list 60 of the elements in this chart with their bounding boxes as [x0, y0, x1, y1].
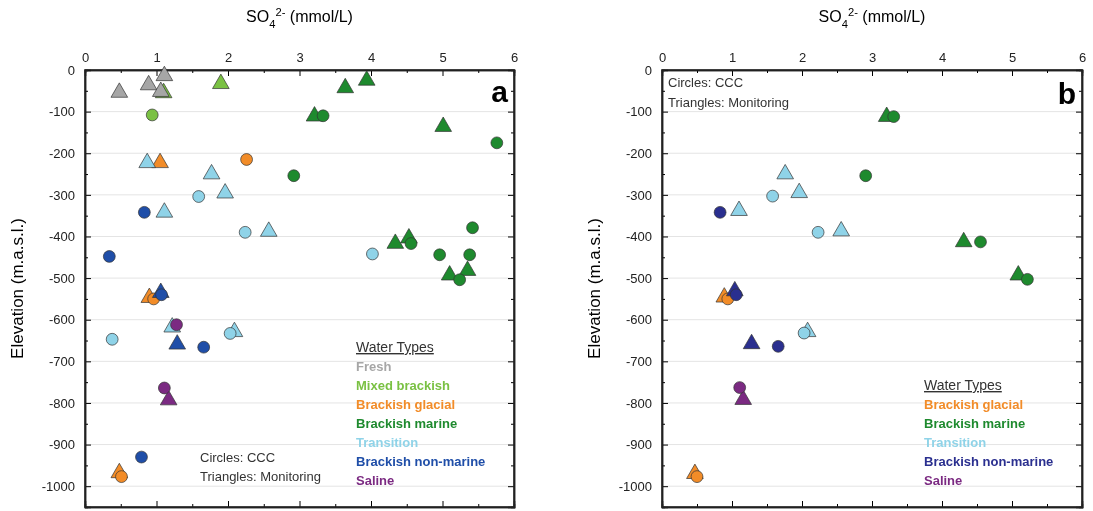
x-tick-label: 6 — [1078, 50, 1087, 65]
text: Saline — [356, 473, 395, 488]
y-tick-label: -400 — [625, 229, 652, 245]
y-tick-label: -800 — [48, 395, 75, 411]
y-tick-label: -300 — [48, 187, 75, 203]
y-tick-label: -500 — [48, 270, 75, 286]
x-tick-label: 1 — [728, 50, 737, 65]
text: Transition — [356, 435, 419, 450]
y-tick-label: -800 — [625, 395, 652, 411]
annotation: a — [491, 75, 509, 108]
x-tick-label: 4 — [367, 50, 376, 65]
x-tick-label: 3 — [868, 50, 877, 65]
x-tick-label: 2 — [798, 50, 807, 65]
x-axis-title: SO$_{4}$$^{2-}$ (mmol/L) — [818, 6, 926, 30]
y-tick-label: -400 — [48, 229, 75, 245]
x-axis-title: SO$_{4}$$^{2-}$ (mmol/L) — [246, 6, 353, 30]
y-tick-label: -300 — [625, 187, 652, 203]
text: Saline — [924, 473, 963, 488]
y-tick-label: -600 — [48, 312, 75, 328]
text: Brackish non-marine — [924, 454, 1054, 469]
y-tick-label: -900 — [625, 437, 652, 453]
text: Brackish marine — [356, 416, 458, 431]
x-tick-label: 5 — [439, 50, 447, 65]
x-tick-label: 2 — [224, 50, 233, 65]
y-tick-label: 0 — [67, 62, 75, 78]
y-tick-label: -600 — [625, 312, 652, 328]
y-tick-label: -500 — [625, 270, 652, 286]
y-tick-label: -700 — [625, 353, 652, 369]
x-tick-label: 1 — [153, 50, 161, 65]
annotation: Triangles: Monitoring — [200, 469, 321, 484]
y-tick-label: -1000 — [618, 478, 652, 494]
x-tick-label: 3 — [296, 50, 304, 65]
y-tick-label: -200 — [48, 145, 75, 161]
x-tick-label: 4 — [938, 50, 947, 65]
y-tick-label: -1000 — [41, 478, 75, 494]
y-tick-label: -100 — [625, 104, 652, 120]
x-tick-label: 6 — [510, 50, 519, 65]
y-tick-label: -900 — [48, 437, 75, 453]
x-tick-label: 0 — [81, 50, 90, 65]
y-axis-title: Elevation (m.a.s.l.) — [8, 218, 27, 359]
legend-title: Water Types — [356, 339, 434, 355]
x-tick-label: 0 — [658, 50, 667, 65]
y-tick-label: -700 — [48, 353, 75, 369]
text: Brackish glacial — [356, 397, 455, 412]
text: Mixed brackish — [356, 378, 450, 393]
x-tick-label: 5 — [1008, 50, 1017, 65]
y-tick-label: -100 — [48, 104, 75, 120]
text: Brackish marine — [924, 416, 1026, 431]
annotation: b — [1057, 77, 1076, 110]
text: Brackish non-marine — [356, 454, 486, 469]
y-tick-label: -200 — [625, 145, 652, 161]
annotation: Circles: CCC — [200, 450, 276, 465]
y-tick-label: 0 — [644, 62, 652, 78]
text: Brackish glacial — [924, 397, 1023, 412]
text: Fresh — [356, 359, 392, 374]
text: Transition — [924, 435, 987, 450]
annotation: Triangles: Monitoring — [668, 95, 789, 110]
legend-title: Water Types — [924, 377, 1002, 393]
annotation: Circles: CCC — [668, 75, 744, 90]
y-axis-title: Elevation (m.a.s.l.) — [585, 218, 604, 359]
